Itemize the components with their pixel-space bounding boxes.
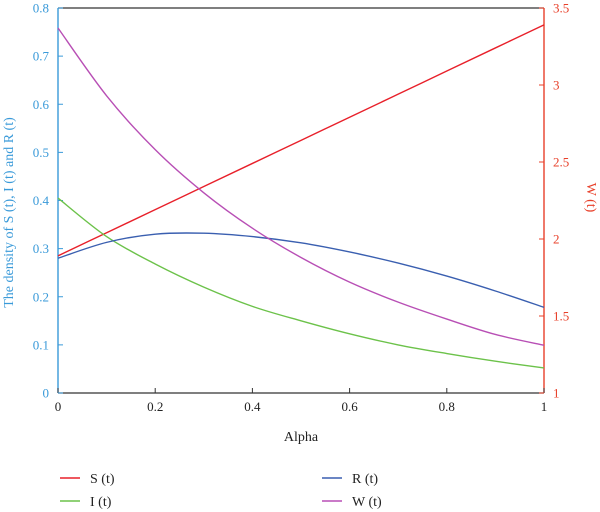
y-left-tick-label: 0.7 (33, 49, 50, 64)
legend-label: W (t) (352, 495, 382, 510)
x-axis-label: Alpha (284, 430, 319, 445)
x-tick-label: 0 (55, 399, 62, 414)
y-right-tick-label: 2.5 (553, 155, 569, 170)
y-left-tick-label: 0.1 (33, 337, 49, 352)
y-right-tick-label: 3 (553, 78, 560, 93)
plot-area: 0 0.2 0.4 0.6 0.8 1 0 0.1 0.2 0.3 0.4 0.5 0.6 0.7 0.8 1… (33, 1, 570, 415)
y-axis-right-label: W (t) (583, 183, 598, 213)
y-right-tick-label: 3.5 (553, 1, 569, 16)
series-line-st (57, 24, 545, 257)
legend-label: R (t) (352, 472, 378, 487)
series-line-rt (57, 232, 545, 309)
legend-label: S (t) (90, 472, 115, 487)
x-tick-label: 1 (541, 399, 548, 414)
series-line-wt (57, 27, 545, 346)
x-tick-label: 0.4 (244, 399, 261, 414)
y-left-tick-label: 0.3 (33, 241, 49, 256)
x-tick-label: 0.8 (439, 399, 455, 414)
y-right-tick-label: 1 (553, 386, 560, 401)
x-tick-label: 0.2 (147, 399, 163, 414)
legend-label: I (t) (90, 495, 112, 510)
legend: S (t) R (t) I (t) W (t) (60, 472, 382, 510)
y-left-tick-label: 0.5 (33, 145, 49, 160)
x-tick-label: 0.6 (341, 399, 358, 414)
y-left-tick-label: 0.8 (33, 1, 49, 16)
y-left-tick-label: 0.4 (33, 193, 50, 208)
y-axis-left-label: The density of S (t), I (t) and R (t) (2, 117, 17, 308)
series-line-it (57, 197, 545, 369)
y-left-tick-label: 0 (43, 386, 50, 401)
y-left-tick-label: 0.2 (33, 289, 49, 304)
y-right-tick-label: 1.5 (553, 309, 569, 324)
y-left-tick-label: 0.6 (33, 97, 50, 112)
y-right-tick-label: 2 (553, 232, 560, 247)
